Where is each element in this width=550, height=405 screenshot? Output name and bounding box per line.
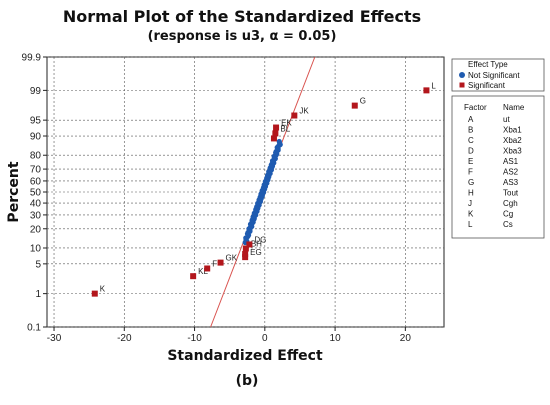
figure-caption: (b) (236, 373, 259, 389)
significant-point (190, 273, 197, 280)
y-tick-label: 10 (30, 243, 42, 254)
x-tick-label: 0 (262, 333, 268, 344)
y-tick-label: 99.9 (22, 53, 42, 64)
legend: Effect Type Not Significant Significant (451, 58, 545, 92)
factor-name: Xba1 (503, 126, 522, 135)
y-tick-label: 90 (30, 132, 42, 143)
factor-name: Xba2 (503, 136, 522, 145)
x-tick-label: -20 (117, 333, 132, 344)
factor-code: H (468, 189, 474, 198)
factor-name: Cs (503, 220, 513, 229)
y-tick-label: 50 (30, 188, 42, 199)
x-axis-label: Standardized Effect (167, 348, 323, 364)
point-label: KL (198, 267, 208, 276)
factor-table-header-factor: Factor (464, 103, 487, 112)
chart-subtitle: (response is u3, α = 0.05) (148, 29, 337, 44)
legend-marker-significant (459, 82, 465, 88)
x-axis-ticks: -30 -20 -10 0 10 20 (47, 327, 412, 344)
point-label: BL (280, 124, 290, 133)
factor-name: Cg (503, 210, 513, 219)
significant-point (91, 290, 98, 297)
x-tick-label: 20 (400, 333, 412, 344)
y-tick-label: 99 (30, 86, 42, 97)
y-tick-label: 30 (30, 210, 42, 221)
legend-label-not-significant: Not Significant (468, 71, 520, 80)
grid-lines (47, 56, 444, 328)
significant-point (351, 102, 358, 109)
factor-code: E (468, 157, 473, 166)
x-tick-label: 10 (330, 333, 342, 344)
factor-code: L (468, 220, 473, 229)
y-tick-label: 95 (30, 116, 42, 127)
factor-code: G (468, 178, 474, 187)
significant-point (242, 250, 249, 257)
factor-name: AS3 (503, 178, 519, 187)
factor-table-header-name: Name (503, 103, 525, 112)
chart-title: Normal Plot of the Standardized Effects (63, 7, 421, 26)
y-tick-label: 60 (30, 176, 42, 187)
factor-name: Xba3 (503, 147, 522, 156)
significant-point (204, 265, 211, 272)
significant-point (272, 130, 279, 137)
y-tick-label: 40 (30, 199, 42, 210)
factor-table-box (451, 95, 545, 239)
y-tick-label: 0.1 (27, 323, 41, 334)
legend-box (451, 58, 545, 92)
factor-name: ut (503, 115, 510, 124)
significant-point (242, 245, 249, 252)
factor-code: K (468, 210, 474, 219)
point-label: L (431, 81, 436, 90)
factor-code: C (468, 136, 474, 145)
significant-point (246, 241, 253, 248)
legend-label-significant: Significant (468, 81, 506, 90)
point-label: GK (226, 254, 238, 263)
factor-name: Cgh (503, 199, 518, 208)
point-label: EK (281, 119, 292, 128)
significant-point (270, 135, 277, 142)
significant-point (273, 124, 280, 131)
y-axis-label: Percent (6, 161, 22, 222)
point-label: JK (299, 107, 309, 116)
y-tick-label: 1 (35, 289, 41, 300)
y-tick-label: 5 (35, 259, 41, 270)
point-label: K (100, 285, 106, 294)
legend-title: Effect Type (468, 60, 508, 69)
y-tick-label: 20 (30, 224, 42, 235)
point-label: BH (251, 239, 262, 248)
y-tick-label: 80 (30, 151, 42, 162)
point-label: DG (254, 235, 266, 244)
legend-marker-not-significant (459, 72, 465, 78)
factor-name: AS2 (503, 168, 519, 177)
significant-point (291, 112, 298, 119)
point-label: EG (250, 248, 262, 257)
y-tick-label: 70 (30, 165, 42, 176)
x-tick-label: -10 (187, 333, 202, 344)
factor-code: A (468, 115, 474, 124)
significant-point (423, 87, 430, 94)
factor-code: J (468, 199, 472, 208)
factor-code: D (468, 147, 474, 156)
point-label: F (212, 259, 217, 268)
not-significant-points (242, 138, 283, 246)
factor-code: F (468, 168, 473, 177)
significant-point (242, 254, 249, 261)
factor-name: Tout (503, 189, 519, 198)
point-label: G (360, 97, 366, 106)
factor-code: B (468, 126, 473, 135)
x-tick-label: -30 (47, 333, 62, 344)
plot-frame (46, 56, 445, 328)
factor-name: AS1 (503, 157, 519, 166)
not-significant-point (276, 138, 282, 145)
significant-point (217, 259, 224, 266)
